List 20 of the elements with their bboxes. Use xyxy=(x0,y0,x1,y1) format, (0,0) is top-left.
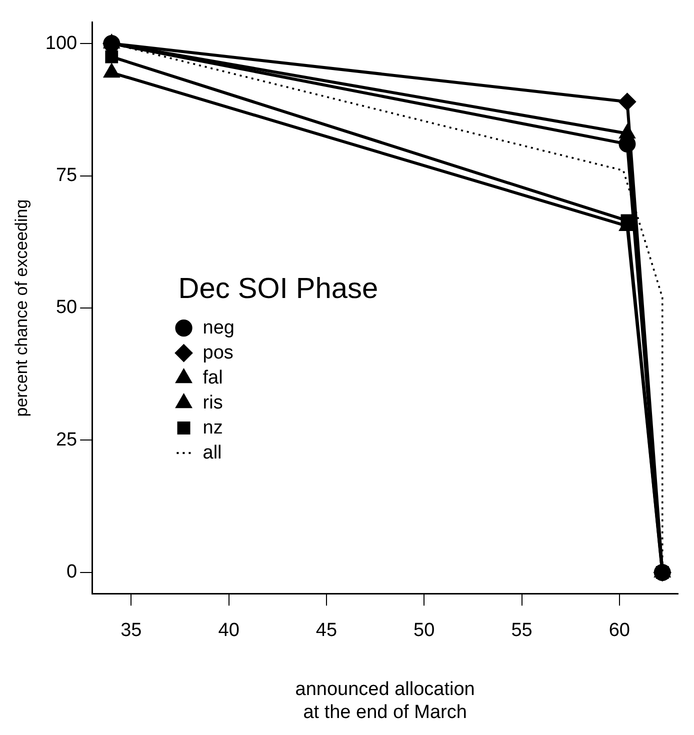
y-tick-label: 75 xyxy=(56,165,78,186)
x-tick-label: 60 xyxy=(608,620,630,642)
legend-label: ris xyxy=(202,392,223,414)
legend-label: pos xyxy=(202,342,234,364)
y-tick-label: 25 xyxy=(56,429,78,450)
y-tick-label: 0 xyxy=(66,562,78,583)
x-tick-label: 45 xyxy=(316,620,338,642)
legend-label: neg xyxy=(202,317,234,338)
legend-label: nz xyxy=(202,417,223,438)
y-tick-label: 50 xyxy=(56,297,78,318)
x-tick-label: 35 xyxy=(120,620,142,642)
x-axis-title: announced allocation at the end of March xyxy=(295,679,475,723)
y-axis-title: percent chance of exceeding xyxy=(12,199,31,417)
legend-label: fal xyxy=(202,367,223,388)
y-tick-label: 100 xyxy=(45,32,78,54)
legend-label: all xyxy=(202,442,222,464)
x-tick-label: 55 xyxy=(511,620,532,642)
legend-title: Dec SOI Phase xyxy=(178,273,378,306)
x-tick-label: 50 xyxy=(414,620,435,642)
x-tick-label: 40 xyxy=(218,620,240,642)
